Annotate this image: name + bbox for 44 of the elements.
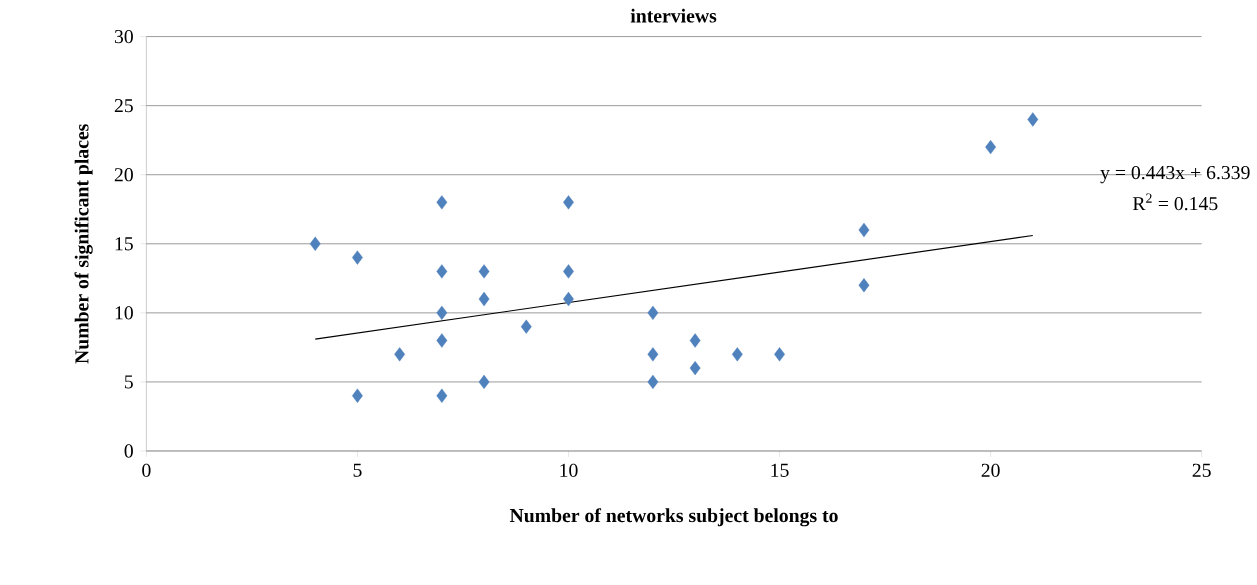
point xyxy=(1027,112,1039,127)
point xyxy=(689,361,701,376)
x-axis-title: Number of networks subject belongs to xyxy=(509,508,838,527)
y-tick-label: 20 xyxy=(114,168,133,182)
y-tick-label: 10 xyxy=(115,306,133,320)
point xyxy=(436,264,448,279)
chart-title: interviews xyxy=(630,8,717,23)
point xyxy=(858,223,870,238)
point xyxy=(774,347,785,362)
point xyxy=(647,375,659,390)
x-tick-label: 10 xyxy=(560,463,578,478)
x-tick-label: 0 xyxy=(142,463,151,478)
x-tick-label: 20 xyxy=(981,463,1000,478)
y-axis-title: Number of significant places xyxy=(74,124,93,364)
y-tick-label: 0 xyxy=(124,444,133,458)
point xyxy=(563,292,574,307)
y-tick-label: 15 xyxy=(115,237,133,251)
annotation: R$^{2}$ = 0.145 xyxy=(1132,193,1218,211)
y-tick-label: 5 xyxy=(124,375,133,389)
x-tick-label: 5 xyxy=(353,463,362,478)
point xyxy=(731,347,743,362)
point xyxy=(478,264,490,279)
x-tick-label: 25 xyxy=(1192,463,1211,478)
y-tick-label: 30 xyxy=(114,30,133,44)
annotation: y = 0.443x + 6.339 xyxy=(1100,166,1250,184)
point xyxy=(520,319,532,335)
point xyxy=(394,347,406,362)
point xyxy=(436,333,448,348)
x-tick-label: 15 xyxy=(771,463,789,478)
point xyxy=(858,278,870,293)
point xyxy=(647,305,659,321)
point xyxy=(309,236,321,252)
point xyxy=(478,292,490,307)
y-tick-label: 25 xyxy=(114,99,133,113)
point xyxy=(563,264,574,279)
point xyxy=(985,140,996,155)
point xyxy=(436,388,448,404)
point xyxy=(647,347,659,362)
point xyxy=(436,305,448,321)
point xyxy=(436,195,448,210)
point xyxy=(689,333,701,348)
point xyxy=(352,250,363,265)
point xyxy=(563,195,574,210)
point xyxy=(478,375,490,390)
